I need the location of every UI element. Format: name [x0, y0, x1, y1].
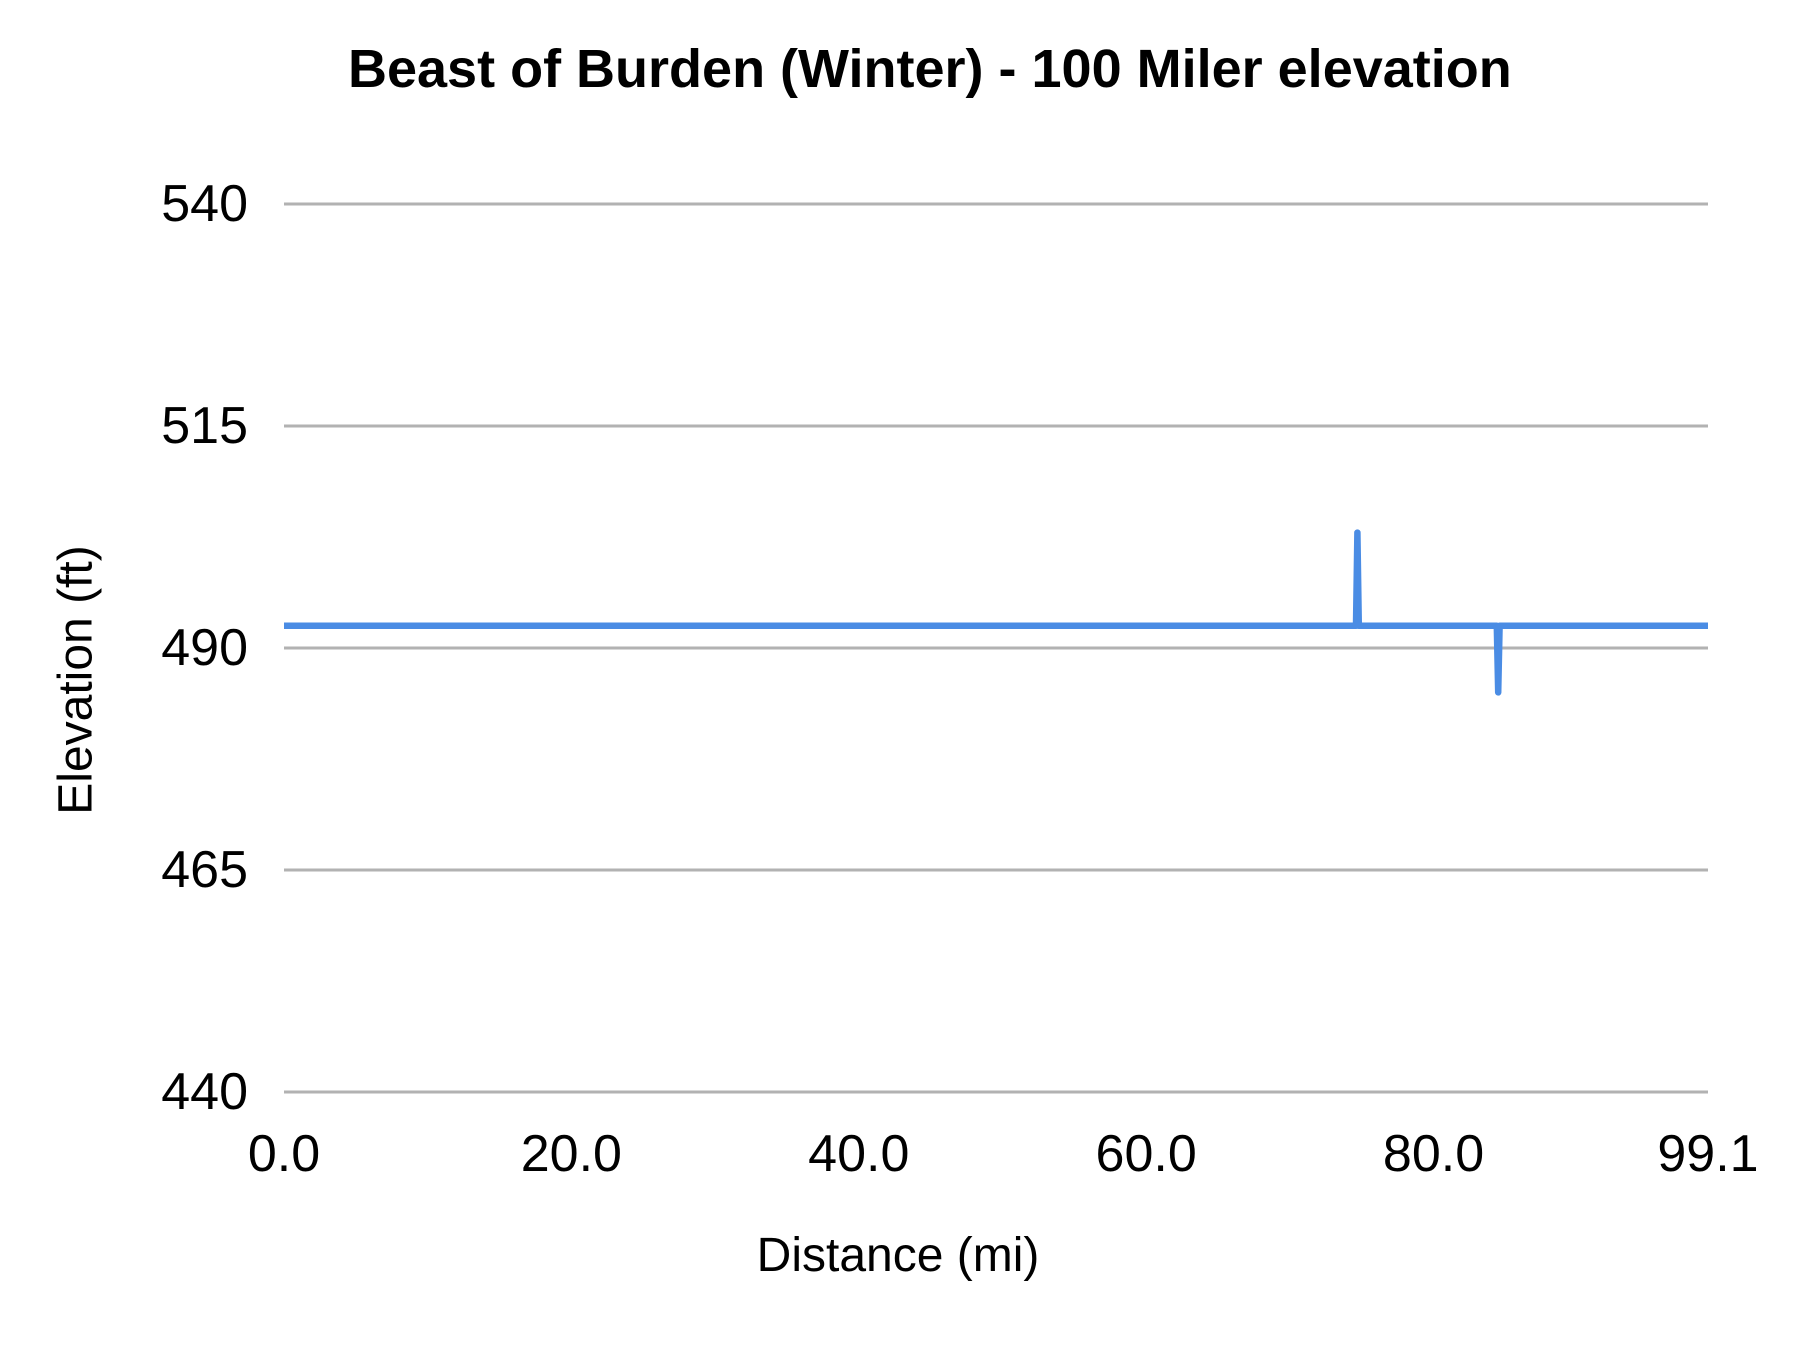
y-tick-label-540: 540: [161, 175, 248, 233]
x-tick-label-40.0: 40.0: [808, 1125, 910, 1183]
x-tick-label-80.0: 80.0: [1382, 1125, 1485, 1183]
x-tick-label-0.0: 0.0: [247, 1125, 321, 1183]
y-axis-title: Elevation (ft): [49, 545, 103, 815]
x-tick-label-99.1: 99.1: [1657, 1125, 1759, 1183]
y-tick-label-515: 515: [161, 397, 248, 455]
series-line-elevation: [284, 529, 1708, 696]
y-tick-label-440: 440: [161, 1063, 248, 1121]
x-axis-title: Distance (mi): [756, 1229, 1040, 1282]
x-tick-label-20.0: 20.0: [520, 1125, 622, 1183]
y-tick-label-465: 465: [161, 841, 248, 899]
chart-title: Beast of Burden (Winter) - 100 Miler ele…: [348, 39, 1512, 99]
y-tick-label-490: 490: [161, 619, 248, 677]
x-tick-label-60.0: 60.0: [1095, 1125, 1197, 1183]
